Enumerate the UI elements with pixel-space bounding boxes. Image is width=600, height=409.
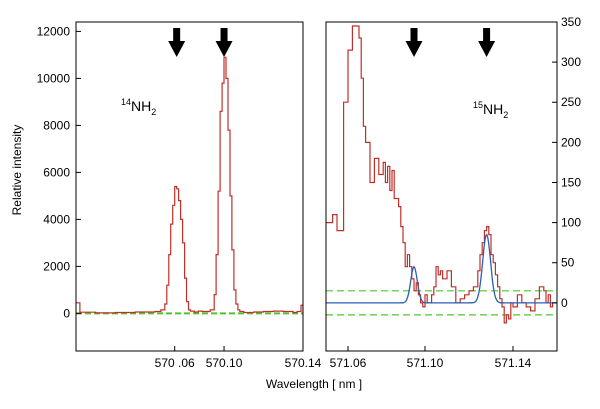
left-x-tick-label: 570.14 xyxy=(285,356,322,370)
left-y-tick-label: 6000 xyxy=(43,165,70,179)
left-x-tick-label: 570 .06 xyxy=(155,356,195,370)
right-species-label: 15NH2 xyxy=(473,100,508,120)
right-panel: 0 50 100 150 200 250 300 350 571.06 571.10 571.14 1… xyxy=(325,15,581,370)
x-axis-title: Wavelength [ nm ] xyxy=(266,377,362,391)
left-y-tick-label: 0 xyxy=(63,306,70,320)
left-x-tick-label: 570.10 xyxy=(206,356,243,370)
right-y-tick-label: 100 xyxy=(561,216,581,230)
left-panel: 0 2000 4000 6000 8000 10000 12000 570 .06 570.10… xyxy=(37,21,322,370)
right-y-tick-label: 150 xyxy=(561,175,581,189)
right-y-tick-label: 50 xyxy=(561,256,575,270)
right-y-tick-label: 350 xyxy=(561,15,581,29)
right-y-tick-label: 300 xyxy=(561,55,581,69)
right-marker-arrow-icon xyxy=(478,28,496,57)
left-y-tick-label: 12000 xyxy=(37,24,71,38)
left-species-label: 14NH2 xyxy=(121,97,156,117)
left-y-tick-label: 4000 xyxy=(43,212,70,226)
right-x-tick-label: 571.14 xyxy=(495,356,532,370)
y-axis-title: Relative intensity xyxy=(10,125,24,216)
left-y-tick-label: 2000 xyxy=(43,259,70,273)
left-y-tick-label: 10000 xyxy=(37,71,71,85)
right-y-tick-label: 250 xyxy=(561,95,581,109)
right-spectrum-series xyxy=(326,25,554,324)
right-y-tick-label: 0 xyxy=(561,296,568,310)
right-x-tick-label: 571.06 xyxy=(330,356,367,370)
left-marker-arrow-icon xyxy=(215,28,233,57)
right-y-tick-label: 200 xyxy=(561,135,581,149)
left-marker-arrow-icon xyxy=(168,28,186,57)
right-x-tick-label: 571.10 xyxy=(407,356,444,370)
left-y-tick-label: 8000 xyxy=(43,118,70,132)
left-plot-frame xyxy=(75,21,304,352)
right-fit-series xyxy=(326,233,557,304)
left-spectrum-series xyxy=(76,56,303,314)
right-plot-frame xyxy=(325,21,558,352)
right-marker-arrow-icon xyxy=(405,28,423,57)
